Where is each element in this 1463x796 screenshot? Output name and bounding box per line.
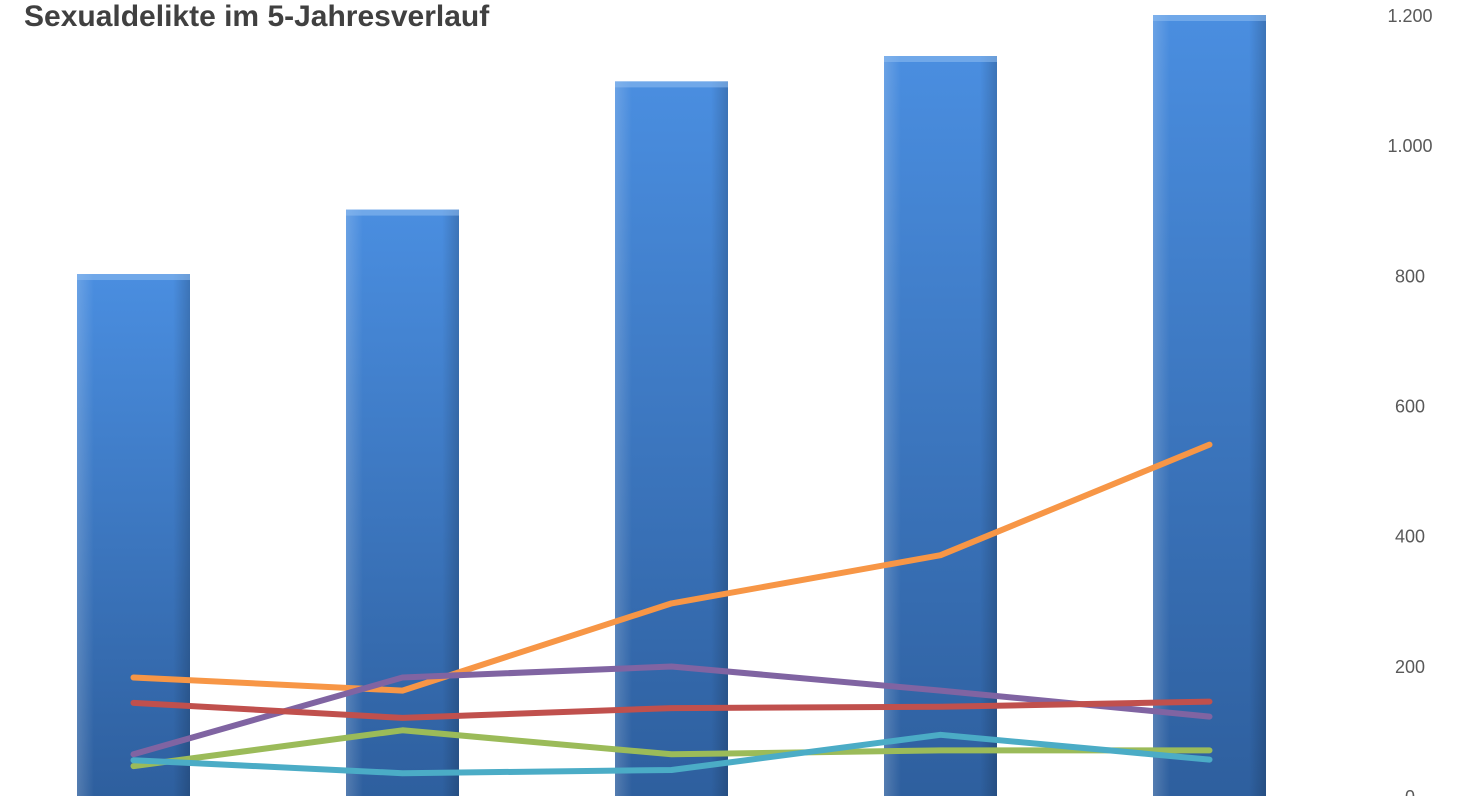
series-line [130, 731, 1213, 777]
bar [884, 56, 997, 796]
series-line [130, 441, 1213, 694]
bar-cap [884, 56, 997, 63]
y-tick-label: 1.200 [1387, 6, 1432, 26]
y-tick-label: 0 [1405, 787, 1415, 796]
series-line [130, 727, 1213, 770]
y-tick-label: 200 [1395, 657, 1425, 677]
bar [1153, 15, 1266, 796]
bar-cap [615, 81, 728, 88]
chart-title: Sexualdelikte im 5-Jahresverlauf [24, 0, 490, 33]
bar-sheen [77, 274, 190, 796]
bar-sheen [615, 81, 728, 796]
bar [346, 209, 459, 796]
bar-sheen [1153, 15, 1266, 796]
bar-sheen [346, 209, 459, 796]
series-line [130, 698, 1213, 721]
y-tick-label: 600 [1395, 397, 1425, 417]
series-line [130, 663, 1213, 758]
bar-cap [346, 209, 459, 216]
y-tick-label: 800 [1395, 266, 1425, 286]
y-tick-label: 1.000 [1387, 136, 1432, 156]
lines-layer [130, 441, 1213, 777]
y-tick-label: 400 [1395, 527, 1425, 547]
bar [615, 81, 728, 796]
bars-layer [77, 15, 1266, 796]
bar [77, 274, 190, 796]
bar-cap [77, 274, 190, 281]
y-axis: 0 200 400 600 800 1.000 1.200 [1387, 6, 1432, 796]
bar-cap [1153, 15, 1266, 21]
bar-sheen [884, 56, 997, 796]
